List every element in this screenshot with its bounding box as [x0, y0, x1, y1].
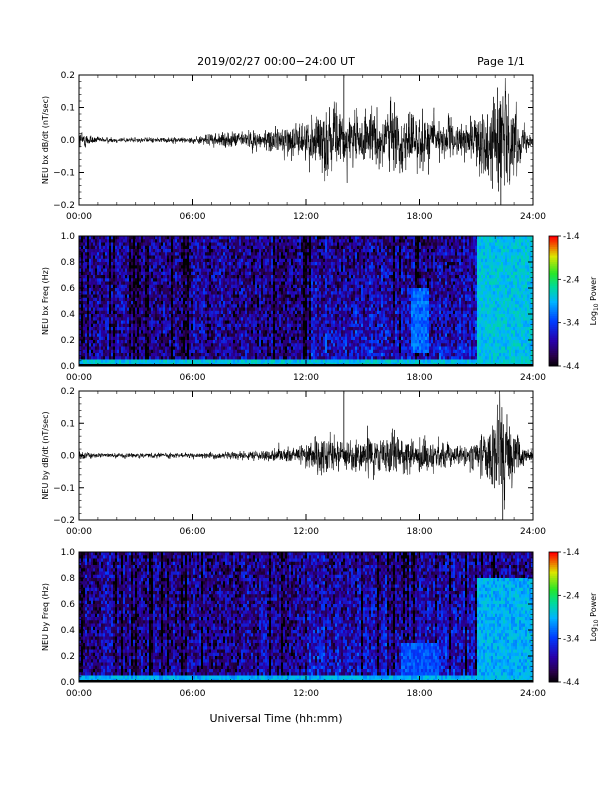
- by-spec-colorbar-tick-label: -2.4: [563, 591, 580, 601]
- by-spec-y-tick-label: 0.4: [61, 626, 76, 636]
- by-spec-colorbar-label: Log10 Power: [589, 592, 600, 641]
- bx-spec-x-tick-label: 06:00: [180, 373, 206, 383]
- bx-spec-heatmap-cells: [79, 236, 533, 366]
- by-dbdt-x-tick-label: 12:00: [293, 527, 319, 537]
- by-spec-y-axis-label: NEU by Freq (Hz): [41, 583, 50, 651]
- by-dbdt-y-tick-label: 0.0: [61, 452, 76, 462]
- bx-spec-colorbar-tick-label: -2.4: [563, 275, 580, 285]
- bx-spec-colorbar-tick-label: -1.4: [563, 232, 580, 242]
- by-spec-y-tick-label: 0.6: [61, 600, 76, 610]
- by-spec-x-tick-label: 00:00: [66, 689, 92, 699]
- by-spec-y-tick-label: 0.8: [61, 574, 76, 584]
- bx-dbdt-y-tick-label: −0.1: [53, 169, 75, 179]
- by-spec-colorbar-tick-label: -3.4: [563, 635, 580, 645]
- bx-spec-y-tick-label: 0.6: [61, 284, 76, 294]
- by-spec-y-tick-label: 0.2: [61, 652, 75, 662]
- by-spec-colorbar-tick-label: -4.4: [563, 678, 580, 688]
- bx-dbdt-y-tick-label: 0.0: [61, 136, 76, 146]
- by-dbdt-y-tick-label: −0.2: [53, 516, 75, 526]
- bx-dbdt-panel: 00:00 06:00 12:00 18:00 24:00 0.2 0.1 0.0 −0.1 −0…: [41, 71, 546, 222]
- by-dbdt-y-tick-label: 0.2: [61, 387, 75, 397]
- by-spec-y-tick-label: 0.0: [61, 678, 76, 688]
- by-spec-x-tick-label: 24:00: [520, 689, 546, 699]
- by-dbdt-x-tick-label: 18:00: [407, 527, 433, 537]
- by-spec-x-tick-label: 18:00: [407, 689, 433, 699]
- bx-dbdt-y-tick-label: −0.2: [53, 201, 75, 211]
- page-number: Page 1/1: [477, 55, 525, 68]
- bx-dbdt-y-axis-label: NEU bx dB/dt (nT/sec): [41, 96, 50, 184]
- bx-spec-y-tick-label: 0.4: [61, 310, 76, 320]
- by-spectrogram-panel: 00:00 06:00 12:00 18:00 24:00 1.0 0.8 0.6 0.4 0.2…: [41, 548, 600, 699]
- bx-dbdt-y-tick-label: 0.2: [61, 71, 75, 81]
- by-spec-colorbar-tick-label: -1.4: [563, 548, 580, 558]
- bx-dbdt-x-tick-label: 24:00: [520, 212, 546, 222]
- bx-spectrogram-panel: 00:00 06:00 12:00 18:00 24:00 1.0 0.8 0.6 0.4 0.2…: [41, 232, 600, 383]
- x-axis-title: Universal Time (hh:mm): [210, 712, 343, 725]
- bx-spec-colorbar-label: Log10 Power: [589, 276, 600, 325]
- by-dbdt-y-axis-label: NEU by dB/dt (nT/sec): [41, 411, 50, 499]
- figure-title: 2019/02/27 00:00−24:00 UT: [197, 55, 355, 68]
- by-dbdt-x-tick-label: 06:00: [180, 527, 206, 537]
- bx-spec-colorbar-tick-label: -4.4: [563, 362, 580, 372]
- by-dbdt-x-tick-label: 24:00: [520, 527, 546, 537]
- by-dbdt-series-line: [79, 391, 533, 509]
- bx-dbdt-y-tick-label: 0.1: [61, 104, 75, 114]
- bx-spec-colorbar: -1.4 -2.4 -3.4 -4.4 Log10 Power: [549, 232, 600, 372]
- by-spec-heatmap-cells: [79, 552, 533, 682]
- bx-spec-y-axis-label: NEU bx Freq (Hz): [41, 267, 50, 335]
- bx-spec-colorbar-tick-label: -3.4: [563, 319, 580, 329]
- bx-dbdt-series-line: [79, 78, 533, 191]
- by-dbdt-y-tick-label: −0.1: [53, 484, 75, 494]
- by-dbdt-panel: 00:00 06:00 12:00 18:00 24:00 0.2 0.1 0.0 −0.1 −0…: [41, 387, 546, 537]
- bx-spec-x-tick-label: 00:00: [66, 373, 92, 383]
- bx-spec-x-tick-label: 18:00: [407, 373, 433, 383]
- by-spec-x-tick-label: 12:00: [293, 689, 319, 699]
- bx-dbdt-x-tick-label: 00:00: [66, 212, 92, 222]
- bx-spec-y-tick-label: 0.8: [61, 258, 76, 268]
- bx-dbdt-x-tick-label: 06:00: [180, 212, 206, 222]
- by-spec-colorbar: -1.4 -2.4 -3.4 -4.4 Log10 Power: [549, 548, 600, 688]
- by-spec-x-tick-label: 06:00: [180, 689, 206, 699]
- bx-spec-y-tick-label: 1.0: [61, 232, 76, 242]
- by-dbdt-x-tick-label: 00:00: [66, 527, 92, 537]
- bx-spec-x-tick-label: 12:00: [293, 373, 319, 383]
- by-spec-y-tick-label: 1.0: [61, 548, 76, 558]
- bx-spec-y-tick-label: 0.2: [61, 336, 75, 346]
- by-dbdt-y-tick-label: 0.1: [61, 419, 75, 429]
- bx-spec-y-tick-label: 0.0: [61, 362, 76, 372]
- bx-spec-x-tick-label: 24:00: [520, 373, 546, 383]
- bx-dbdt-x-tick-label: 12:00: [293, 212, 319, 222]
- bx-dbdt-x-tick-label: 18:00: [407, 212, 433, 222]
